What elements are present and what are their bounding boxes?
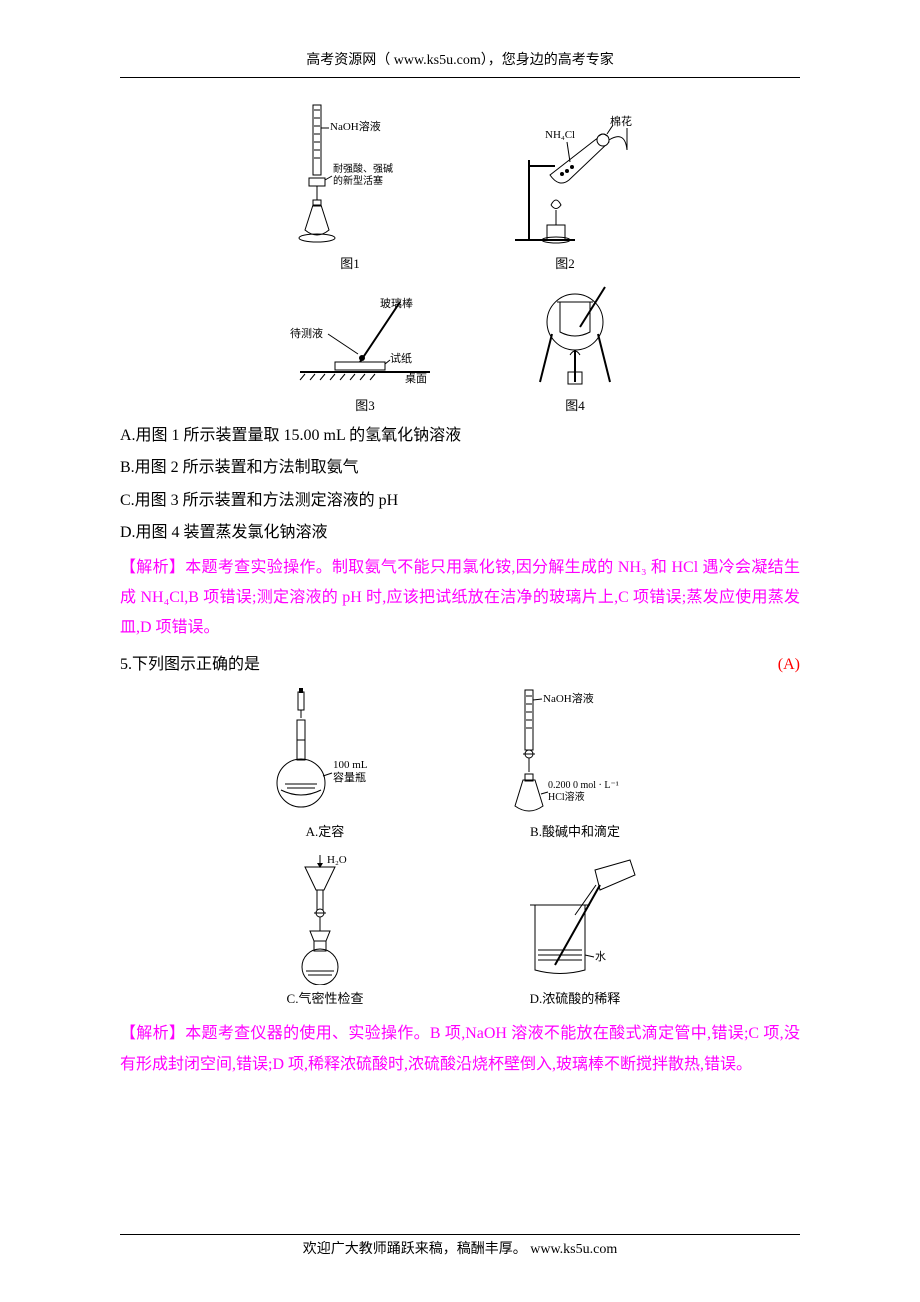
q4-fig1-caption: 图1 [340,252,360,277]
plug-label-line1: 耐强酸、强碱 [333,162,393,175]
q4-option-d: D.用图 4 装置蒸发氯化钠溶液 [120,518,800,548]
vflask-label-2: 容量瓶 [333,770,366,784]
d-water-label: 水 [595,950,606,963]
q5-fig-c: H₂O C.气密性检查 [255,855,395,1012]
q4-analysis: 【解析】本题考查实验操作。制取氨气不能只用氯化铵,因分解生成的 NH₃ 和 HC… [120,553,800,644]
titration-icon: NaOH溶液 0.200 0 mol · L⁻¹ HCl溶液 [485,688,665,818]
q5-stem: 5.下列图示正确的是 [120,650,260,680]
cotton-label: 棉花 [610,114,632,128]
q5-fig-b-caption: B.酸碱中和滴定 [530,820,620,845]
q4-option-b: B.用图 2 所示装置和方法制取氨气 [120,453,800,483]
q5-fig-d: 水 D.浓硫酸的稀释 [485,855,665,1012]
q4-fig4-caption: 图4 [565,394,585,419]
q4-option-c: C.用图 3 所示装置和方法测定溶液的 pH [120,486,800,516]
b-naoh-label: NaOH溶液 [543,691,594,705]
q4-figure-row-1: NaOH溶液 耐强酸、强碱 的新型活塞 图1 [120,100,800,277]
naoh-label: NaOH溶液 [330,119,381,133]
q5-analysis: 【解析】本题考查仪器的使用、实验操作。B 项,NaOH 溶液不能放在酸式滴定管中… [120,1019,800,1080]
q5-fig-d-caption: D.浓硫酸的稀释 [530,987,621,1012]
b-hcl-1: 0.200 0 mol · L⁻¹ [548,780,619,791]
burette-setup-icon: NaOH溶液 耐强酸、强碱 的新型活塞 [275,100,425,250]
q5-stem-line: 5.下列图示正确的是 (A) [120,650,800,680]
ph-test-icon: 玻璃棒 待测液 试纸 桌面 [280,282,450,392]
q4-fig3-caption: 图3 [355,394,375,419]
volumetric-flask-icon: 100 mL 容量瓶 [255,688,395,818]
heating-tube-icon: NH₄Cl 棉花 [485,100,645,250]
evaporation-icon [510,282,640,392]
b-hcl-2: HCl溶液 [548,790,585,803]
q4-fig3: 玻璃棒 待测液 试纸 桌面 图3 [280,282,450,419]
q5-fig-b: NaOH溶液 0.200 0 mol · L⁻¹ HCl溶液 B.酸碱中和滴定 [485,688,665,845]
page: 高考资源网（ www.ks5u.com），您身边的高考专家 [0,0,920,1302]
dilution-icon: 水 [500,855,650,985]
q4-fig1: NaOH溶液 耐强酸、强碱 的新型活塞 图1 [275,100,425,277]
page-header: 高考资源网（ www.ks5u.com），您身边的高考专家 [120,48,800,78]
rod-label: 玻璃棒 [380,296,413,310]
nh4cl-label: NH₄Cl [545,129,575,141]
q5-figure-grid: 100 mL 容量瓶 A.定容 [120,688,800,1011]
q4-option-a: A.用图 1 所示装置量取 15.00 mL 的氢氧化钠溶液 [120,421,800,451]
q4-fig4: 图4 [510,282,640,419]
q5-answer: (A) [778,650,800,680]
q4-fig2-caption: 图2 [555,252,575,277]
q4-fig2: NH₄Cl 棉花 图2 [485,100,645,277]
q5-fig-a-caption: A.定容 [306,820,345,845]
page-footer: 欢迎广大教师踊跃来稿，稿酬丰厚。 www.ks5u.com [120,1234,800,1264]
vflask-label-1: 100 mL [333,759,368,771]
c-h2o-label: H₂O [327,855,347,866]
desk-label: 桌面 [405,372,427,385]
q5-fig-a: 100 mL 容量瓶 A.定容 [255,688,395,845]
q4-figure-row-2: 玻璃棒 待测液 试纸 桌面 图3 [120,282,800,419]
plug-label-line2: 的新型活塞 [333,174,383,187]
q5-fig-c-caption: C.气密性检查 [287,987,364,1012]
paper-label: 试纸 [390,352,412,365]
liquid-label: 待测液 [290,326,323,340]
airtight-check-icon: H₂O [260,855,390,985]
